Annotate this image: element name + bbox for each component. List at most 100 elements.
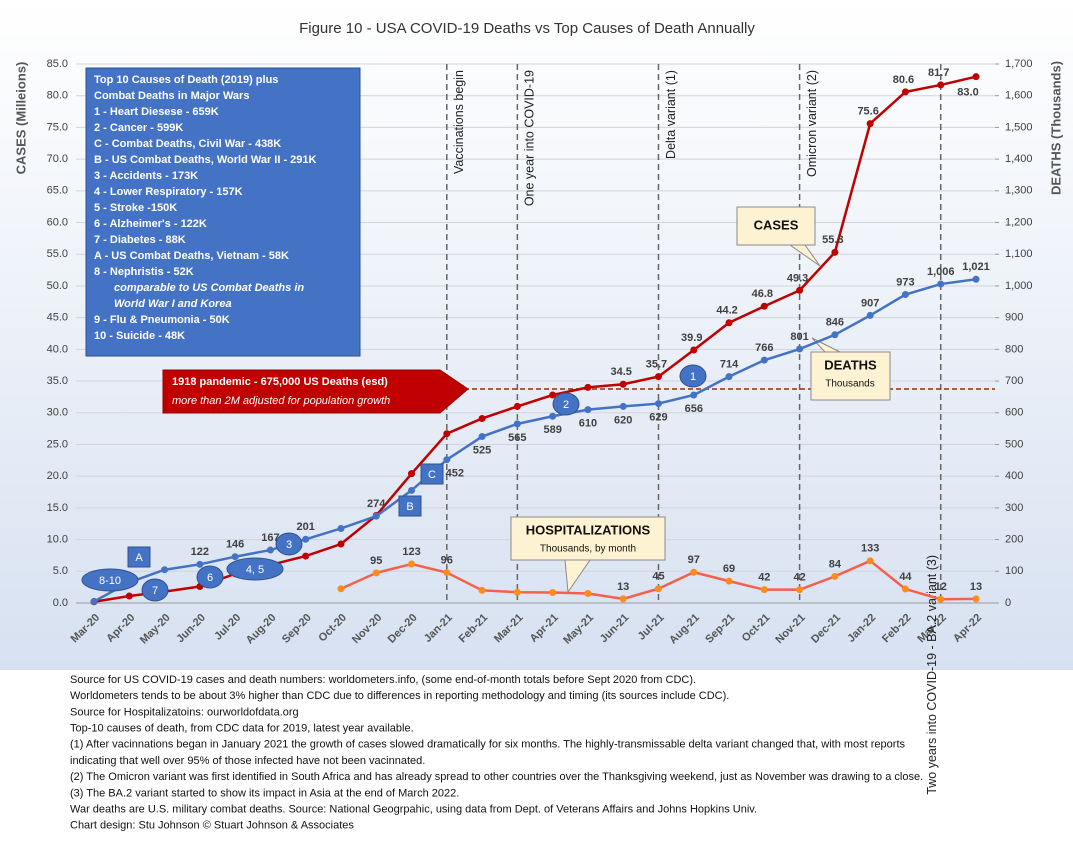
data-label: 766	[755, 342, 773, 354]
data-label: 96	[441, 554, 453, 566]
data-label: 801	[790, 331, 808, 343]
point	[161, 566, 169, 574]
callout-pointer	[788, 244, 821, 267]
point	[513, 402, 521, 410]
marker-badge	[196, 565, 224, 589]
data-label: 12	[935, 581, 947, 593]
data-label: 80.6	[893, 74, 914, 86]
y-tick-label: 65.0	[47, 185, 68, 197]
point	[796, 286, 804, 294]
footnote: Source for US COVID-19 cases and death n…	[70, 674, 696, 686]
point	[972, 275, 980, 283]
point	[196, 560, 204, 568]
data-label: 146	[226, 539, 244, 551]
point	[796, 586, 804, 594]
footnote: Worldometers tends to be about 3% higher…	[70, 690, 729, 702]
data-label: 34.5	[610, 366, 631, 378]
y2-tick-label: 1,100	[1005, 248, 1033, 260]
y-tick-label: 10.0	[47, 533, 68, 545]
data-label: 973	[896, 276, 914, 288]
marker-badge	[679, 364, 707, 388]
y2-tick-label: 300	[1005, 502, 1023, 514]
data-label: 46.8	[752, 288, 773, 300]
y-tick-label: 55.0	[47, 248, 68, 260]
point	[866, 120, 874, 128]
point	[372, 512, 380, 520]
marker-label: 8-10	[99, 575, 121, 587]
point	[443, 456, 451, 464]
marker-badge	[81, 568, 139, 592]
point	[337, 524, 345, 532]
y2-tick-label: 900	[1005, 312, 1023, 324]
footnote: Chart design: Stu Johnson © Stuart Johns…	[70, 820, 354, 832]
point	[584, 383, 592, 391]
legend-box-line: 6 - Alzheimer's - 122K	[94, 218, 207, 230]
point	[408, 486, 416, 494]
data-label: 133	[861, 543, 879, 555]
reference-label: 1918 pandemic - 675,000 US Deaths (esd)	[172, 376, 388, 388]
y-tick-label: 60.0	[47, 216, 68, 228]
data-label: 123	[402, 546, 420, 558]
legend-box-line: C - Combat Deaths, Civil War - 438K	[94, 138, 281, 150]
point	[937, 595, 945, 603]
event-label: Omicron variant (2)	[805, 70, 819, 177]
data-label: 201	[297, 521, 315, 533]
y-tick-label: 45.0	[47, 312, 68, 324]
y-tick-label: 15.0	[47, 502, 68, 514]
point	[478, 414, 486, 422]
y-tick-label: 75.0	[47, 121, 68, 133]
y-tick-label: 70.0	[47, 153, 68, 165]
marker-badge	[141, 578, 169, 602]
callout-subtitle: Thousands, by month	[540, 544, 636, 555]
callout-title: HOSPITALIZATIONS	[526, 522, 651, 537]
point	[831, 331, 839, 339]
data-label: 69	[723, 563, 735, 575]
data-label: 620	[614, 414, 632, 426]
legend-box-line: 1 - Heart Diesese - 659K	[94, 106, 219, 118]
point	[266, 546, 274, 554]
y-tick-label: 50.0	[47, 280, 68, 292]
data-label: 525	[473, 444, 491, 456]
point	[302, 552, 310, 560]
data-label: 846	[826, 317, 844, 329]
y2-tick-label: 0	[1005, 597, 1011, 609]
footnote: Top-10 causes of death, from CDC data fo…	[70, 723, 414, 735]
footnote: War deaths are U.S. military combat deat…	[70, 804, 757, 816]
point	[478, 586, 486, 594]
callout-pointer	[564, 559, 591, 594]
data-label: 122	[191, 546, 209, 558]
y2-tick-label: 1,400	[1005, 153, 1033, 165]
marker-badge	[275, 532, 303, 556]
point	[549, 589, 557, 597]
data-label: 97	[688, 554, 700, 566]
point	[654, 373, 662, 381]
point	[408, 560, 416, 568]
marker-label: C	[428, 469, 436, 481]
point	[866, 557, 874, 565]
event-label: One year into COVID-19	[523, 70, 537, 206]
data-label: 13	[617, 581, 629, 593]
reference-box	[162, 369, 469, 414]
data-label: 629	[649, 411, 667, 423]
legend-box-line: comparable to US Combat Deaths in	[114, 282, 304, 294]
point	[584, 406, 592, 414]
marker-label: A	[135, 552, 143, 564]
callout-title: DEATHS	[824, 357, 877, 372]
marker-badge	[552, 392, 580, 416]
legend-box-line: Top 10 Causes of Death (2019) plus	[94, 74, 278, 86]
point	[796, 345, 804, 353]
y2-tick-label: 1,300	[1005, 185, 1033, 197]
y-axis-title: CASES (Milleions)	[13, 62, 28, 175]
y-tick-label: 80.0	[47, 90, 68, 102]
marker-label: 4, 5	[246, 564, 264, 576]
callout-subtitle: Thousands	[825, 379, 874, 390]
point	[901, 291, 909, 299]
point	[549, 391, 557, 399]
data-label: 49.3	[787, 272, 808, 284]
data-label: 45	[652, 571, 664, 583]
data-label: 907	[861, 297, 879, 309]
point	[937, 280, 945, 288]
point	[690, 568, 698, 576]
legend-box-line: 10 - Suicide - 48K	[94, 330, 185, 342]
point	[725, 319, 733, 327]
